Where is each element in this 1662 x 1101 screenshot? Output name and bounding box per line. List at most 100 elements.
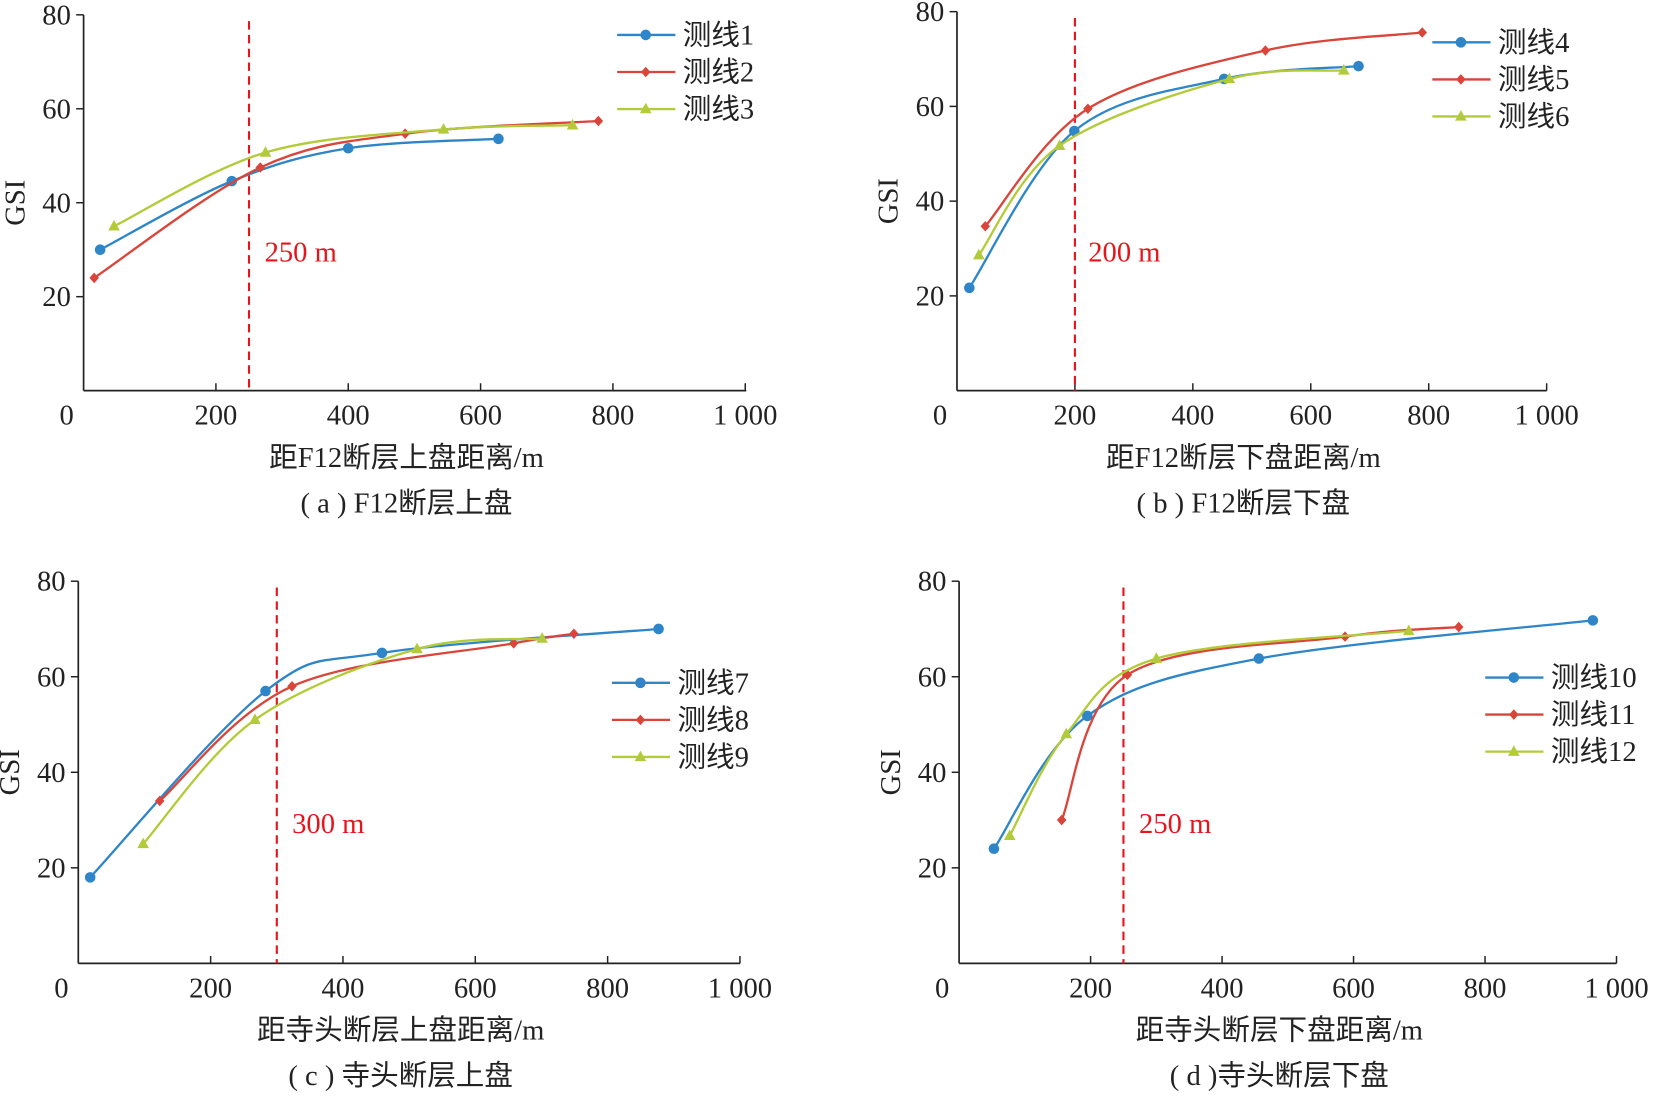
- legend-marker: [640, 66, 651, 78]
- series-line: [992, 619, 1593, 850]
- y-tick-label: 20: [37, 853, 66, 884]
- y-axis-label: GSI: [876, 749, 907, 795]
- x-tick-label: 200: [189, 973, 232, 1004]
- y-tick-label: 80: [916, 0, 945, 28]
- legend-marker: [635, 714, 646, 726]
- data-point: [342, 142, 354, 154]
- y-tick-label: 20: [918, 853, 947, 884]
- x-tick-label: 800: [591, 401, 634, 432]
- legend-marker: [634, 750, 647, 762]
- chart-panel-c: 0 200 400 600 800 1 000 20 40 60 80 GSI 距寺头断层上盘距离/m…: [0, 567, 772, 1092]
- series-测线6: [972, 64, 1350, 260]
- data-point: [493, 133, 504, 145]
- series-line: [1008, 629, 1409, 837]
- data-point: [1417, 27, 1427, 38]
- legend-item: 测线2: [617, 57, 754, 89]
- y-tick-label: 20: [916, 281, 945, 312]
- series-测线11: [1056, 621, 1464, 826]
- x-tick-label: 1 000: [713, 401, 777, 432]
- legend-marker: [1455, 37, 1467, 48]
- x-tick-label: 800: [586, 973, 629, 1004]
- data-point: [569, 628, 579, 640]
- data-point: [508, 638, 519, 649]
- data-point: [1260, 45, 1271, 56]
- legend-label: 测线9: [677, 741, 748, 773]
- threshold-label: 250 m: [1139, 809, 1211, 840]
- data-point: [154, 795, 165, 807]
- legend-label: 测线6: [1498, 101, 1569, 133]
- data-point: [988, 843, 1000, 855]
- panel-caption: ( b ) F12断层下盘: [1137, 487, 1351, 519]
- data-point: [1082, 710, 1093, 722]
- series-line: [89, 627, 659, 879]
- legend-item: 测线8: [611, 704, 749, 736]
- chart-panel-d: 0 200 400 600 800 1 000 20 40 60 80 GSI 距寺头断层下盘距离/m…: [876, 567, 1649, 1092]
- x-tick-label: 600: [454, 973, 497, 1004]
- legend-label: 测线10: [1551, 662, 1637, 694]
- y-tick-label: 80: [42, 0, 71, 31]
- series-line: [142, 637, 543, 845]
- y-tick-label: 60: [918, 662, 947, 693]
- x-tick-label: 400: [1201, 973, 1244, 1004]
- legend-item: 测线6: [1432, 101, 1569, 133]
- legend-item: 测线12: [1485, 736, 1637, 768]
- series-测线3: [108, 118, 579, 231]
- data-point: [972, 248, 985, 260]
- data-point: [1402, 624, 1415, 636]
- y-tick-label: 40: [42, 188, 71, 219]
- x-tick-label: 1 000: [1514, 401, 1578, 432]
- panel-caption: ( c ) 寺头断层上盘: [288, 1060, 513, 1092]
- data-point: [536, 632, 548, 643]
- legend-marker: [639, 102, 652, 114]
- x-tick-label: 1 000: [708, 973, 772, 1004]
- data-point: [89, 272, 99, 284]
- x-tick-label: 0: [935, 973, 949, 1004]
- x-axis-label: 距寺头断层下盘距离/m: [1136, 1015, 1423, 1047]
- data-point: [376, 647, 388, 659]
- series-测线1: [94, 133, 504, 256]
- legend-marker: [1508, 672, 1520, 683]
- data-point: [94, 244, 106, 256]
- chart-panel-a: 0 200 400 600 800 1 000 20 40 60 80 GSI 距F12断层上盘距离/…: [0, 0, 777, 519]
- legend-label: 测线5: [1498, 64, 1569, 96]
- y-tick-label: 60: [916, 92, 945, 123]
- x-tick-label: 400: [1171, 401, 1214, 432]
- data-point: [1337, 64, 1350, 75]
- data-point: [593, 115, 604, 127]
- series-测线9: [137, 632, 548, 849]
- chart-panel-b: 0 200 400 600 800 1 000 20 40 60 80 GSI 距F12断层下盘距离/…: [874, 0, 1579, 519]
- series-测线12: [1003, 624, 1415, 841]
- data-point: [1587, 615, 1599, 626]
- data-point: [137, 837, 149, 849]
- series-line: [984, 31, 1423, 228]
- panel-caption: ( d )寺头断层下盘: [1170, 1060, 1389, 1092]
- legend-marker: [1456, 74, 1466, 85]
- y-axis-label: GSI: [0, 749, 26, 795]
- y-tick-label: 60: [42, 94, 71, 125]
- data-point: [1150, 652, 1163, 663]
- data-point: [1060, 727, 1073, 739]
- data-point: [249, 713, 261, 724]
- legend-marker: [640, 29, 652, 41]
- legend-label: 测线3: [683, 94, 754, 126]
- data-point: [566, 118, 579, 130]
- x-tick-label: 200: [194, 401, 237, 432]
- x-tick-label: 0: [933, 401, 947, 432]
- data-point: [1353, 60, 1364, 72]
- data-point: [108, 219, 120, 231]
- legend-item: 测线7: [611, 667, 749, 699]
- series-line: [113, 124, 573, 228]
- data-point: [964, 282, 975, 294]
- y-tick-label: 40: [916, 187, 945, 218]
- legend-item: 测线1: [617, 19, 754, 51]
- panel-caption: ( a ) F12断层上盘: [301, 487, 513, 519]
- legend-item: 测线3: [617, 94, 754, 126]
- x-tick-label: 400: [322, 973, 365, 1004]
- y-tick-label: 80: [37, 567, 66, 598]
- data-point: [1056, 814, 1067, 826]
- x-tick-label: 600: [1289, 401, 1332, 432]
- y-tick-label: 60: [37, 662, 66, 693]
- y-axis-label: GSI: [874, 178, 905, 224]
- legend-label: 测线7: [677, 667, 748, 699]
- legend-item: 测线11: [1485, 699, 1636, 731]
